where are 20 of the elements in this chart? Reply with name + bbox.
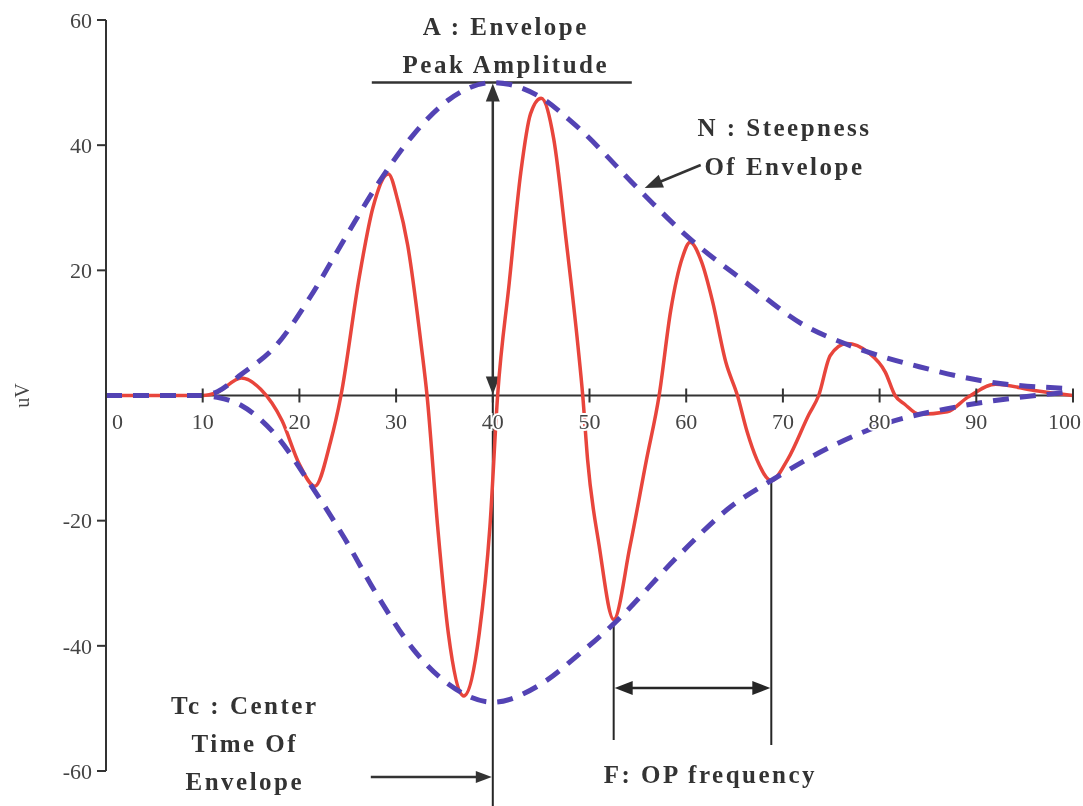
annotation: Tc : Center Time Of Envelope [171,692,319,795]
x-tick-label: 80 [868,408,891,434]
annotation: N : Steepness Of Envelope [697,113,872,180]
x-tick-label: 20 [288,408,311,434]
x-tick-label: 100 [1048,408,1081,434]
ref-line-label: F: OP frequency [603,761,818,788]
x-tick-label: 60 [675,408,698,434]
y-tick-label: 40 [70,132,92,158]
y-tick-label: -20 [62,508,92,534]
y-axis-title: uV [11,382,33,408]
y-tick-label: -40 [62,633,92,659]
x-tick-label: 0 [112,408,123,434]
x-tick-label: 30 [385,408,408,434]
annotation: A : Envelope Peak Amplitude [402,12,610,78]
y-tick-label: 20 [70,258,92,284]
y-tick-label: 60 [70,7,92,33]
x-tick-label: 90 [965,408,988,434]
x-tick-label: 70 [771,408,794,434]
x-tick-label: 10 [191,408,214,434]
y-tick-label: -60 [62,758,92,784]
